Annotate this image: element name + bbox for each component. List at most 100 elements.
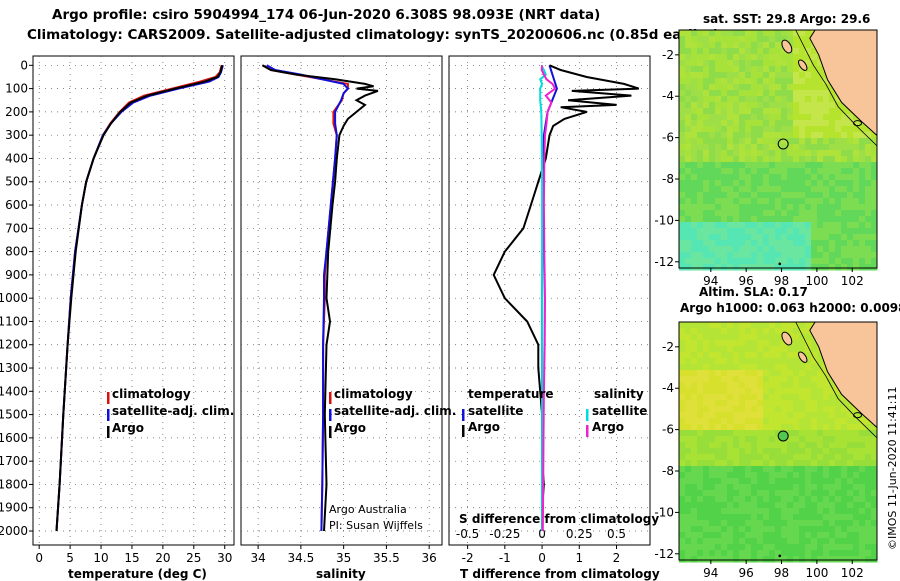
map-field-cell: [853, 228, 860, 235]
map-field-cell: [733, 460, 740, 467]
map-field-cell: [739, 376, 746, 383]
map-field-cell: [697, 252, 704, 259]
map-field-cell: [871, 204, 878, 211]
map-field-cell: [745, 370, 752, 377]
map-field-cell: [793, 42, 800, 49]
map-field-cell: [739, 460, 746, 467]
map-field-cell: [859, 138, 866, 145]
map-field-cell: [841, 442, 848, 449]
map-field-cell: [763, 84, 770, 91]
map-field-cell: [805, 90, 812, 97]
map-field-cell: [739, 526, 746, 533]
map-field-cell: [751, 216, 758, 223]
map-field-cell: [739, 436, 746, 443]
map-field-cell: [835, 490, 842, 497]
map-field-cell: [727, 96, 734, 103]
map-field-cell: [691, 418, 698, 425]
map-field-cell: [721, 382, 728, 389]
map-field-cell: [685, 490, 692, 497]
map-field-cell: [685, 544, 692, 551]
map-field-cell: [679, 228, 686, 235]
map-field-cell: [817, 388, 824, 395]
map-y-tick-label: -6: [662, 423, 674, 437]
map-field-cell: [787, 162, 794, 169]
map-field-cell: [769, 526, 776, 533]
map-field-cell: [811, 156, 818, 163]
temperature-xlabel: temperature (deg C): [68, 567, 207, 581]
map-field-cell: [685, 156, 692, 163]
map-field-cell: [799, 204, 806, 211]
map-field-cell: [769, 264, 776, 271]
map-field-cell: [775, 328, 782, 335]
map-y-tick-label: -8: [662, 172, 674, 186]
map-field-cell: [679, 66, 686, 73]
plot-title: Argo profile: csiro 5904994_174 06-Jun-2…: [52, 7, 601, 23]
map-field-cell: [745, 460, 752, 467]
map-field-cell: [793, 216, 800, 223]
map-field-cell: [733, 376, 740, 383]
map-field-cell: [859, 180, 866, 187]
map-field-cell: [763, 418, 770, 425]
map-field-cell: [757, 174, 764, 181]
map-field-cell: [685, 352, 692, 359]
map-field-cell: [811, 132, 818, 139]
map-field-cell: [799, 472, 806, 479]
map-field-cell: [691, 484, 698, 491]
map-field-cell: [775, 264, 782, 271]
map-field-cell: [691, 412, 698, 419]
map-field-cell: [787, 346, 794, 353]
map-field-cell: [691, 430, 698, 437]
map-field-cell: [799, 138, 806, 145]
map-field-cell: [829, 114, 836, 121]
map-field-cell: [781, 258, 788, 265]
map-field-cell: [811, 54, 818, 61]
map-field-cell: [859, 442, 866, 449]
map-field-cell: [739, 144, 746, 151]
map-field-cell: [709, 186, 716, 193]
map-field-cell: [685, 54, 692, 61]
map-field-cell: [787, 150, 794, 157]
map-field-cell: [703, 180, 710, 187]
map-field-cell: [853, 258, 860, 265]
map-field-cell: [763, 162, 770, 169]
map-field-cell: [757, 240, 764, 247]
map-field-cell: [871, 228, 878, 235]
map-field-cell: [793, 550, 800, 557]
map-field-cell: [703, 96, 710, 103]
map-field-cell: [781, 514, 788, 521]
map-field-cell: [697, 30, 704, 37]
map-field-cell: [733, 204, 740, 211]
map-field-cell: [703, 210, 710, 217]
map-field-cell: [745, 66, 752, 73]
map-field-cell: [697, 400, 704, 407]
map-field-cell: [721, 352, 728, 359]
map-field-cell: [691, 222, 698, 229]
map-field-cell: [841, 162, 848, 169]
map-field-cell: [697, 406, 704, 413]
map-field-cell: [793, 174, 800, 181]
map-field-cell: [799, 436, 806, 443]
map-field-cell: [703, 240, 710, 247]
map-field-cell: [739, 108, 746, 115]
map-field-cell: [787, 442, 794, 449]
map-field-cell: [751, 252, 758, 259]
map-field-cell: [721, 508, 728, 515]
map-field-cell: [709, 60, 716, 67]
map-field-cell: [865, 216, 872, 223]
map-field-cell: [781, 66, 788, 73]
map-field-cell: [679, 448, 686, 455]
map-field-cell: [787, 66, 794, 73]
map-field-cell: [733, 258, 740, 265]
map-field-cell: [781, 502, 788, 509]
x-tick-label: 1: [575, 551, 583, 565]
sla-map-title: Altim. SLA: 0.17: [699, 285, 808, 299]
map-field-cell: [697, 544, 704, 551]
map-field-cell: [805, 340, 812, 347]
map-field-cell: [823, 400, 830, 407]
map-field-cell: [829, 442, 836, 449]
map-field-cell: [727, 258, 734, 265]
map-field-cell: [781, 216, 788, 223]
map-field-cell: [745, 30, 752, 37]
map-field-cell: [829, 138, 836, 145]
map-field-cell: [847, 174, 854, 181]
